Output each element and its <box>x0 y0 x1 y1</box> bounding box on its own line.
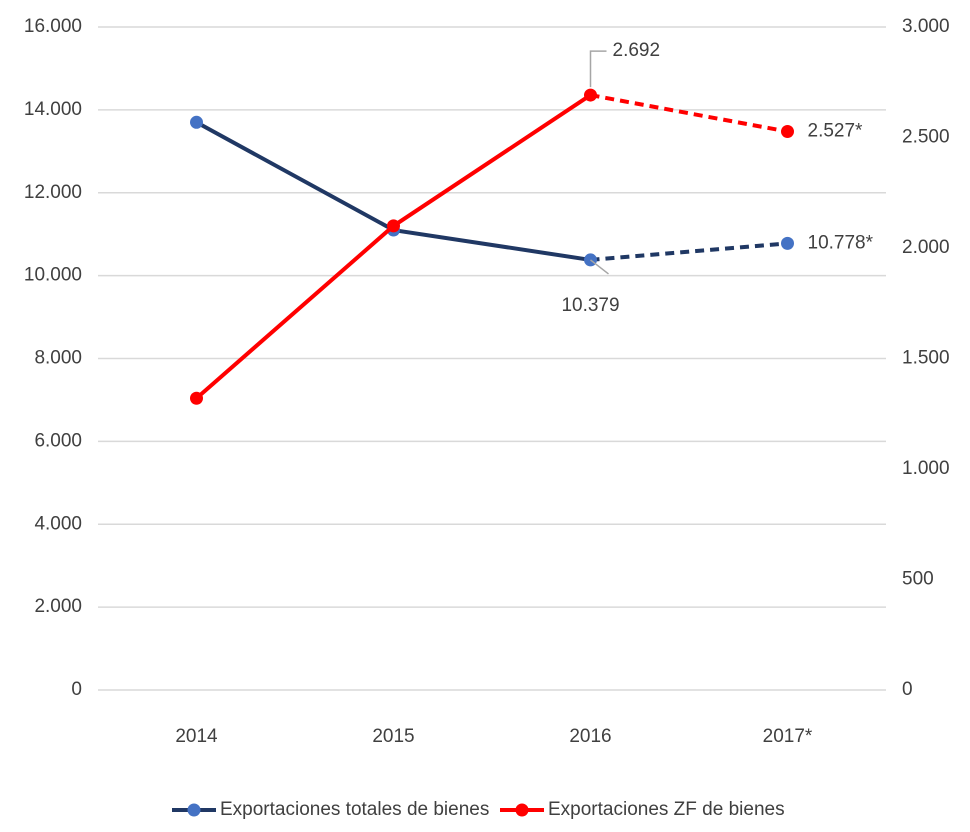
y-tick-label: 14.000 <box>24 99 82 120</box>
y-tick-label: 4.000 <box>34 513 82 534</box>
value-label: 2.692 <box>613 40 661 61</box>
value-label: 10.778* <box>808 232 874 253</box>
series-line-dashed <box>590 241 788 262</box>
x-tick-label: 2014 <box>175 726 218 747</box>
y2-tick-label: 2.500 <box>902 127 950 148</box>
legend-label: Exportaciones totales de bienes <box>220 799 489 820</box>
point-marker <box>781 125 794 139</box>
y-tick-label: 16.000 <box>24 16 82 37</box>
y2-tick-label: 500 <box>902 569 934 590</box>
y-tick-label: 12.000 <box>24 182 82 203</box>
value-label: 10.379 <box>561 295 619 316</box>
legend-marker <box>515 803 529 817</box>
y2-tick-label: 2.000 <box>902 237 950 258</box>
y-tick-label: 10.000 <box>24 265 82 286</box>
series-line <box>195 120 591 262</box>
legend-marker <box>187 803 201 817</box>
x-tick-label: 2016 <box>569 726 611 747</box>
y-tick-label: 8.000 <box>34 348 82 369</box>
x-tick-label: 2015 <box>372 726 414 747</box>
point-marker <box>387 219 400 233</box>
y-tick-label: 0 <box>71 679 82 700</box>
point-marker <box>190 115 203 129</box>
point-marker <box>584 88 597 102</box>
x-tick-label: 2017* <box>763 726 813 747</box>
point-marker <box>781 236 794 250</box>
series-line <box>195 93 592 400</box>
series-line-dashed <box>590 93 788 134</box>
y2-tick-label: 1.000 <box>902 458 950 479</box>
y-tick-label: 2.000 <box>34 596 82 617</box>
point-marker <box>190 391 203 405</box>
y2-tick-label: 1.500 <box>902 348 950 369</box>
y-tick-label: 6.000 <box>34 430 82 451</box>
y2-tick-label: 3.000 <box>902 16 950 37</box>
legend-label: Exportaciones ZF de bienes <box>548 799 785 820</box>
value-label: 2.527* <box>808 121 864 142</box>
y2-tick-label: 0 <box>902 679 913 700</box>
leader-line <box>590 259 609 275</box>
leader-line <box>589 50 607 88</box>
